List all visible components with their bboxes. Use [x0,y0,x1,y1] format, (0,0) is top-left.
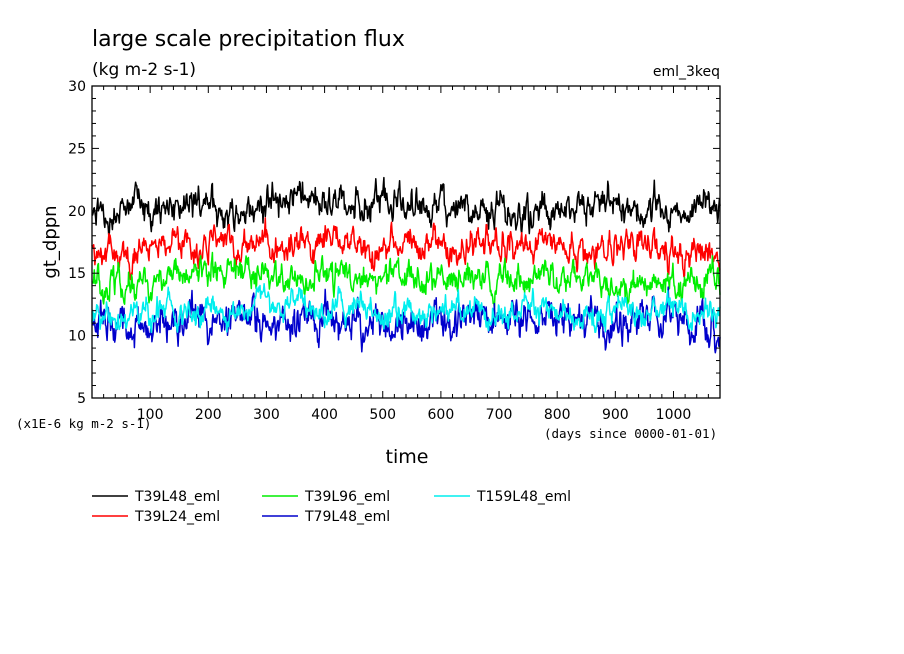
x-tick-label: 500 [369,407,396,423]
legend-label: T79L48_eml [304,509,390,525]
series-line-t159l48_eml [91,282,721,334]
chart-subtitle: (kg m-2 s-1) [92,60,196,80]
experiment-label: eml_3keq [653,64,720,80]
x-tick-label: 1000 [656,407,692,423]
series-line-t39l96_eml [91,251,721,310]
y-unit-note: (x1E-6 kg m-2 s-1) [16,416,151,431]
x-tick-label: 200 [195,407,222,423]
series-line-t39l48_eml [91,176,721,239]
x-tick-label: 100 [137,407,164,423]
x-tick-label: 700 [486,407,513,423]
y-tick-label: 25 [68,141,86,157]
legend-label: T39L96_eml [304,489,390,505]
legend: T39L48_eml T39L24_eml T39L96_eml T79L48_eml… [92,489,571,525]
x-tick-label: 900 [602,407,629,423]
series-line-t39l24_eml [91,217,721,281]
x-tick-label: 800 [544,407,571,423]
y-tick-label: 15 [68,266,86,282]
y-tick-label: 5 [77,391,86,407]
x-tick-label: 600 [428,407,455,423]
y-tick-label: 20 [68,204,86,220]
x-tick-label: 400 [311,407,338,423]
chart-title: large scale precipitation flux [92,27,405,52]
x-unit-note: (days since 0000-01-01) [544,426,717,441]
series-layer [91,176,721,354]
axis-layer: 100 200 300 400 500 600 700 800 900 1000 5 10 15 20 25… [68,79,720,423]
legend-label: T39L48_eml [134,489,220,505]
y-tick-label: 10 [68,329,86,345]
y-tick-label: 30 [68,79,86,95]
x-axis-label: time [386,446,429,468]
x-tick-label: 300 [253,407,280,423]
legend-label: T39L24_eml [134,509,220,525]
y-axis-label: gt_dppn [40,205,61,278]
legend-label: T159L48_eml [476,489,571,505]
